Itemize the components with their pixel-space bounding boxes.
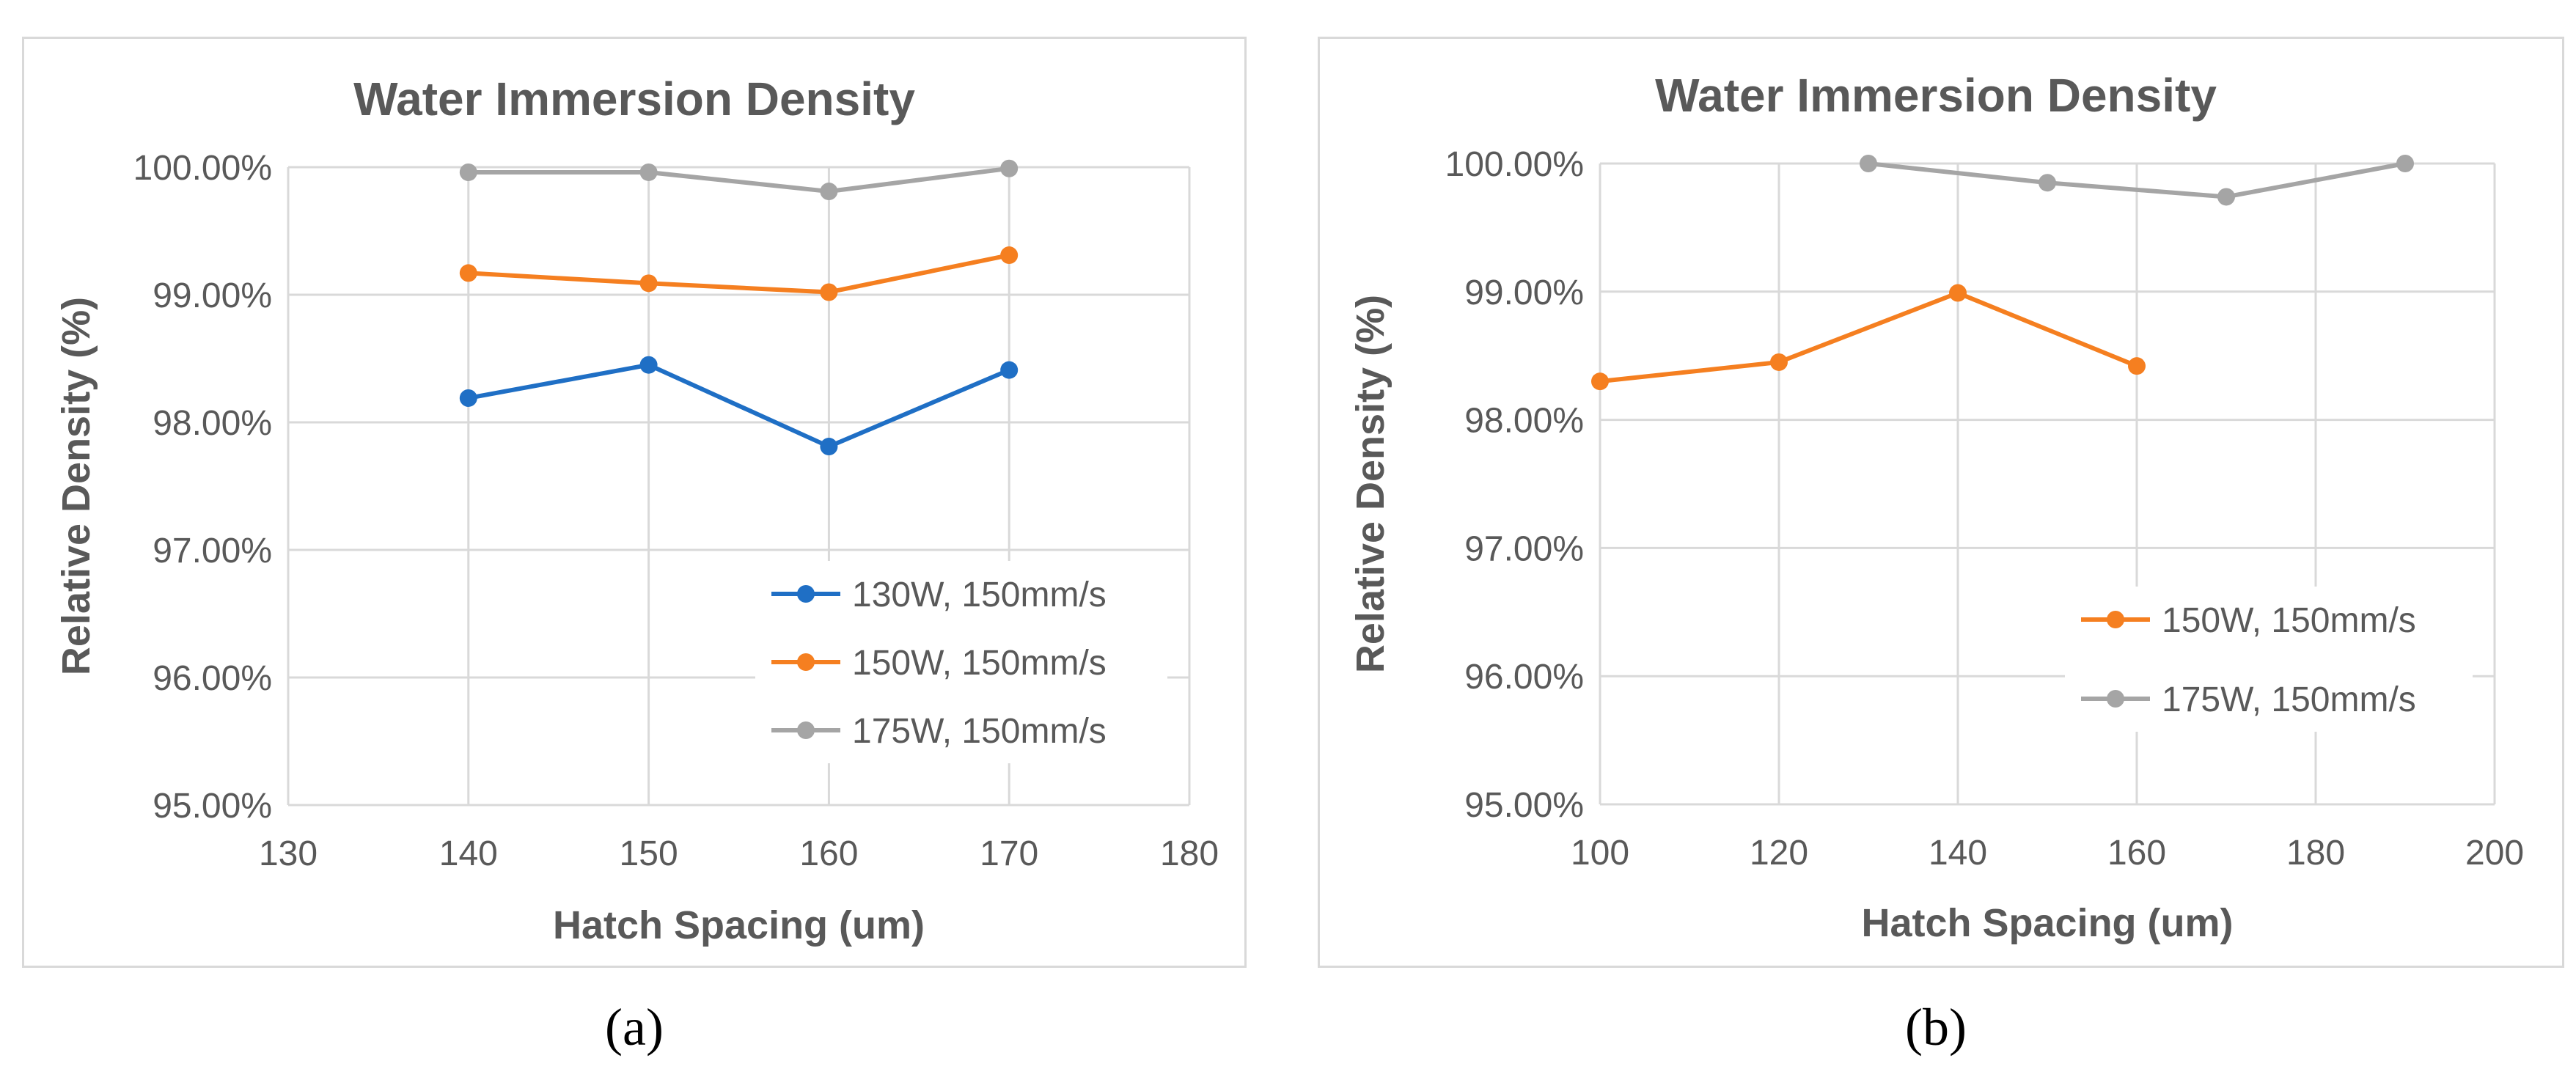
data-point — [1860, 155, 1877, 172]
data-point — [639, 274, 658, 293]
panel-label-b: (b) — [1905, 998, 1967, 1057]
legend-label-2: 150W, 150mm/s — [852, 644, 1107, 683]
x-tick-label: 180 — [1160, 834, 1219, 873]
data-point — [820, 438, 838, 456]
x-tick-label: 150 — [620, 834, 678, 873]
x-tick-label: 170 — [980, 834, 1038, 873]
legend-label-3: 175W, 150mm/s — [852, 712, 1107, 751]
y-axis-label: Relative Density (%) — [54, 297, 98, 675]
y-tick-label: 97.00% — [1464, 529, 1584, 568]
chart-title: Water Immersion Density — [353, 73, 915, 125]
data-point — [820, 283, 838, 301]
data-point — [459, 389, 477, 407]
y-tick-label: 99.00% — [153, 276, 272, 315]
legend-marker-1 — [797, 585, 815, 603]
y-tick-label: 98.00% — [153, 404, 272, 443]
y-tick-label: 96.00% — [153, 659, 272, 698]
data-point — [639, 356, 658, 374]
y-axis-label: Relative Density (%) — [1348, 295, 1392, 673]
series-line-1 — [1599, 290, 2138, 384]
x-axis-label: Hatch Spacing (um) — [553, 903, 925, 947]
y-tick-label: 95.00% — [153, 787, 272, 826]
x-tick-label: 140 — [439, 834, 498, 873]
x-tick-label: 160 — [799, 834, 858, 873]
x-tick-label: 160 — [2107, 834, 2166, 873]
x-tick-label: 200 — [2465, 834, 2524, 873]
series-line-3 — [468, 166, 1010, 194]
legend-background — [2065, 587, 2473, 732]
y-tick-label: 95.00% — [1464, 786, 1584, 825]
y-tick-label: 96.00% — [1464, 658, 1584, 697]
legend-label-1: 150W, 150mm/s — [2162, 601, 2416, 640]
chart-panel-a — [22, 37, 1247, 968]
data-point — [1770, 353, 1788, 371]
panel-label-a: (a) — [605, 998, 664, 1057]
y-tick-label: 98.00% — [1464, 402, 1584, 441]
legend-label-2: 175W, 150mm/s — [2162, 680, 2416, 719]
y-tick-label: 100.00% — [133, 149, 273, 188]
data-point — [820, 183, 838, 201]
data-point — [2217, 188, 2235, 206]
x-tick-label: 130 — [259, 834, 318, 873]
y-tick-label: 99.00% — [1464, 273, 1584, 312]
data-point — [2039, 174, 2056, 192]
legend-marker-2 — [2107, 690, 2124, 708]
y-tick-label: 100.00% — [1445, 145, 1585, 184]
chart-title: Water Immersion Density — [1655, 69, 2217, 122]
data-point — [2396, 155, 2414, 172]
series-line-1 — [468, 362, 1010, 449]
data-point — [1000, 159, 1019, 177]
x-tick-label: 100 — [1571, 834, 1629, 873]
x-tick-label: 140 — [1929, 834, 1987, 873]
series-line-2 — [468, 253, 1010, 295]
x-axis-label: Hatch Spacing (um) — [1861, 901, 2233, 945]
legend-marker-3 — [797, 721, 815, 739]
legend-marker-2 — [797, 653, 815, 671]
data-point — [1000, 361, 1019, 379]
data-point — [2128, 357, 2146, 375]
legend-label-1: 130W, 150mm/s — [852, 576, 1107, 614]
chart-b: 95.00% 96.00% 97.00% 98.00% 99.00% 100.00% 100… — [1348, 69, 2524, 945]
chart-panel-b — [1318, 37, 2564, 968]
data-point — [459, 264, 477, 282]
series-line-2 — [1868, 161, 2406, 199]
chart-a: 95.00% 96.00% 97.00% 98.00% 99.00% 100.00% 130… — [54, 73, 1219, 947]
data-point — [1949, 284, 1967, 302]
legend-marker-1 — [2107, 611, 2124, 628]
x-tick-label: 180 — [2286, 834, 2345, 873]
data-point — [1000, 246, 1019, 265]
y-tick-label: 97.00% — [153, 532, 272, 570]
data-point — [1591, 372, 1609, 391]
data-point — [639, 163, 658, 181]
x-tick-label: 120 — [1750, 834, 1808, 873]
data-point — [459, 163, 477, 181]
